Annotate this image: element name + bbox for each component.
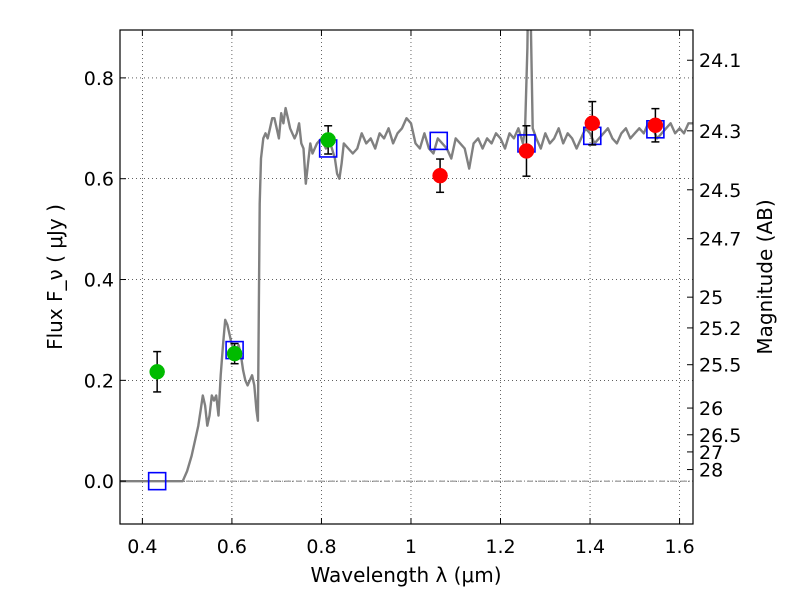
plot-area bbox=[120, 30, 693, 491]
green-data-point bbox=[320, 132, 336, 148]
red-data-point bbox=[584, 115, 601, 132]
right-tick-label: 24.3 bbox=[699, 121, 741, 143]
y-tick-label: 0.6 bbox=[84, 169, 114, 191]
model-square bbox=[147, 471, 167, 491]
red-data-point bbox=[432, 167, 448, 184]
right-tick-label: 26 bbox=[699, 398, 723, 420]
model-square bbox=[429, 131, 449, 151]
red-data-point bbox=[647, 117, 664, 134]
right-tick-label: 25.2 bbox=[699, 318, 741, 340]
right-tick-label: 28 bbox=[699, 460, 723, 482]
right-tick-label: 25 bbox=[699, 287, 723, 309]
y-tick-label: 0.2 bbox=[84, 370, 114, 392]
green-data-point bbox=[149, 364, 165, 380]
y-tick-label: 0.4 bbox=[84, 270, 114, 292]
plot-frame bbox=[119, 29, 694, 525]
y-axis-ticks: 0.0 0.2 0.4 0.6 0.8 bbox=[84, 68, 126, 493]
x-tick-label: 0.8 bbox=[306, 536, 336, 558]
x-axis-label: Wavelength λ (μm) bbox=[310, 563, 501, 587]
y-tick-label: 0.8 bbox=[84, 68, 114, 90]
y-axis-label: Flux F_ν ( μJy ) bbox=[43, 204, 67, 350]
right-tick-label: 24.7 bbox=[699, 229, 741, 251]
right-tick-label: 27 bbox=[699, 442, 723, 464]
x-axis-ticks: 0.4 0.6 0.8 1 1.2 1.4 1.6 bbox=[127, 30, 695, 558]
red-data-point bbox=[518, 143, 535, 159]
x-tick-label: 1 bbox=[405, 536, 417, 558]
right-tick-label: 24.5 bbox=[699, 180, 741, 202]
x-tick-label: 0.6 bbox=[217, 536, 247, 558]
spectrum-line bbox=[120, 30, 693, 483]
green-data-point bbox=[226, 345, 243, 362]
right-axis-label: Magnitude (AB) bbox=[753, 199, 777, 354]
x-tick-label: 1.4 bbox=[575, 536, 605, 558]
y-tick-label: 0.0 bbox=[84, 471, 114, 493]
right-tick-label: 26.5 bbox=[699, 425, 741, 447]
x-tick-label: 0.4 bbox=[127, 536, 157, 558]
right-tick-label: 25.5 bbox=[699, 355, 741, 377]
x-tick-label: 1.6 bbox=[664, 536, 694, 558]
grid-lines bbox=[120, 30, 693, 524]
right-tick-label: 24.1 bbox=[699, 50, 741, 72]
x-tick-label: 1.2 bbox=[485, 536, 515, 558]
